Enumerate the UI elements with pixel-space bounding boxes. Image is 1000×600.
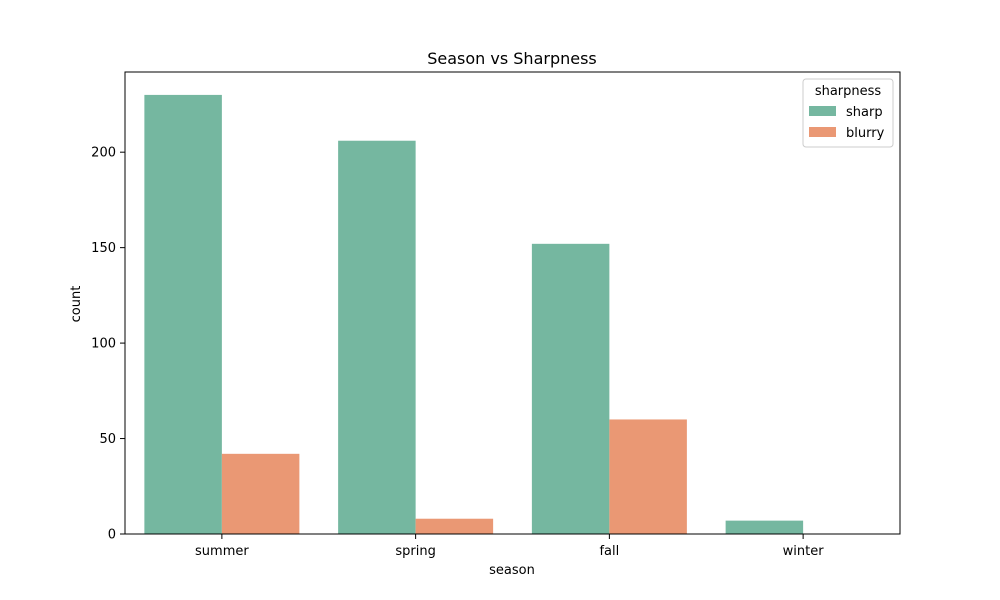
plot-area bbox=[124, 71, 901, 535]
x-tick-label-fall: fall bbox=[599, 544, 619, 559]
bar-blurry-summer bbox=[221, 453, 300, 534]
chart-title: Season vs Sharpness bbox=[427, 49, 597, 68]
x-tick-label-spring: spring bbox=[395, 544, 435, 559]
y-tick-label: 150 bbox=[91, 241, 116, 256]
y-tick-label: 100 bbox=[91, 337, 116, 352]
x-tick-label-winter: winter bbox=[783, 544, 825, 559]
bar-sharp-summer bbox=[144, 94, 222, 534]
bar-sharp-fall bbox=[531, 243, 610, 534]
y-tick-label: 50 bbox=[99, 432, 116, 447]
legend-swatch-sharp bbox=[809, 106, 836, 116]
legend-swatch-blurry bbox=[809, 127, 836, 137]
legend: sharpness sharp blurry bbox=[802, 78, 894, 148]
bar-sharp-spring bbox=[338, 140, 416, 534]
legend-label-blurry: blurry bbox=[846, 126, 885, 141]
bar-sharp-winter bbox=[725, 520, 804, 534]
y-tick-label: 0 bbox=[108, 528, 116, 543]
plot-frame bbox=[124, 71, 901, 535]
legend-label-sharp: sharp bbox=[846, 105, 883, 120]
bar-blurry-fall bbox=[609, 419, 687, 534]
legend-title: sharpness bbox=[815, 84, 882, 99]
x-axis-label: season bbox=[489, 563, 535, 578]
bar-blurry-spring bbox=[415, 518, 494, 534]
x-tick-label-summer: summer bbox=[195, 544, 249, 559]
y-tick-label: 200 bbox=[91, 146, 116, 161]
y-axis: 0 50 100 150 200 bbox=[91, 146, 125, 543]
y-axis-label: count bbox=[69, 286, 84, 323]
x-axis: summer spring fall winter bbox=[195, 534, 824, 559]
